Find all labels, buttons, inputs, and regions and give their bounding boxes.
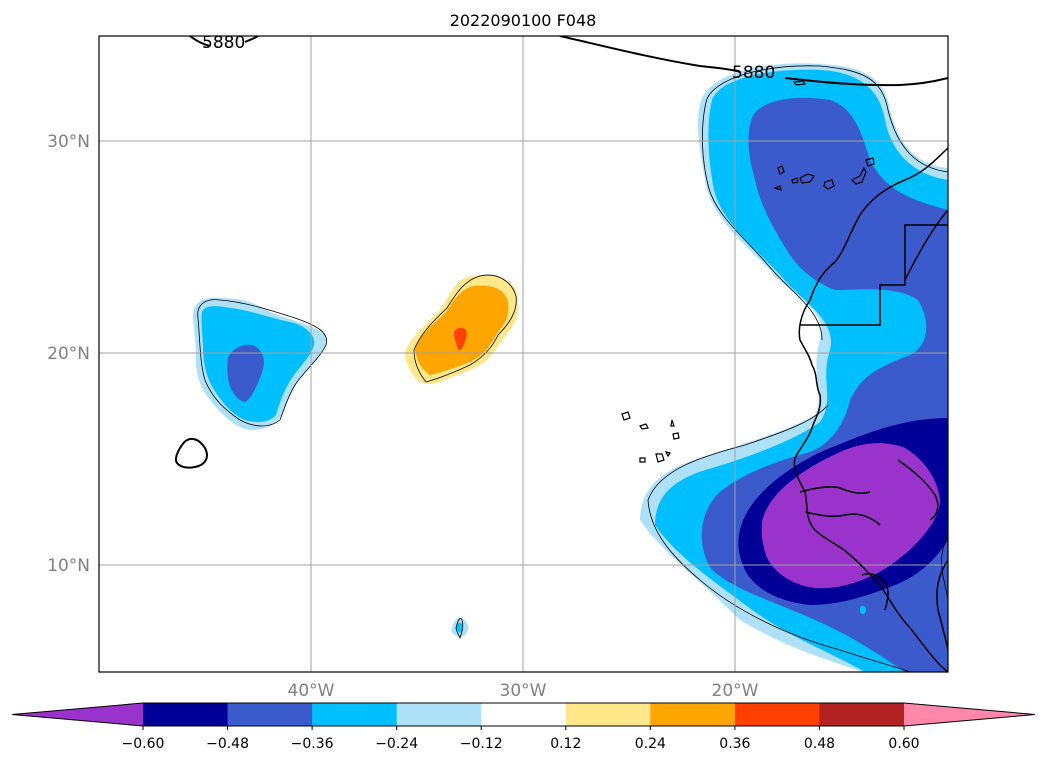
colorbar-swatch [143,703,229,726]
map-area: 5880 5880 [99,33,948,672]
contour-label-5880-east: 5880 [732,63,775,83]
colorbar-tick-label: 0.48 [804,736,835,752]
colorbar-swatch [312,703,398,726]
colorbar: −0.60 −0.48 −0.36 −0.24 −0.12 0.12 0.24 0.36 0.4… [11,702,1036,752]
islands [621,80,875,463]
lon-label-20w: 20°W [712,681,759,701]
colorbar-tick-label: −0.12 [460,736,503,752]
lat-label-10n: 10°N [47,556,90,576]
negative-anomaly-west [192,297,327,430]
colorbar-tick-label: −0.48 [206,736,249,752]
colorbar-swatch [396,703,482,726]
lat-label-30n: 30°N [47,132,90,152]
contour-label-5880: 5880 [202,33,245,53]
colorbar-swatch [565,703,651,726]
colorbar-tick-label: −0.36 [291,736,334,752]
colorbar-swatch [650,703,736,726]
colorbar-tick-label: 0.24 [635,736,666,752]
colorbar-swatch [819,703,905,726]
lat-label-20n: 20°N [47,344,90,364]
colorbar-swatch [481,703,567,726]
map-frame [98,35,949,673]
colorbar-swatch [734,703,820,726]
colorbar-extend-max [904,703,1035,726]
lon-label-40w: 40°W [288,681,335,701]
colorbar-tick-label: 0.12 [550,736,581,752]
lon-label-30w: 30°W [500,681,547,701]
geopotential-contours [174,36,948,469]
colorbar-extend-min [12,703,143,726]
colorbar-tick-label: −0.60 [122,736,165,752]
colorbar-swatch [227,703,313,726]
colorbar-tick-label: 0.60 [888,736,919,752]
colorbar-tick-label: 0.36 [719,736,750,752]
colorbar-tick-label: −0.24 [375,736,418,752]
coastlines [793,147,948,672]
map-title: 2022090100 F048 [450,11,597,30]
